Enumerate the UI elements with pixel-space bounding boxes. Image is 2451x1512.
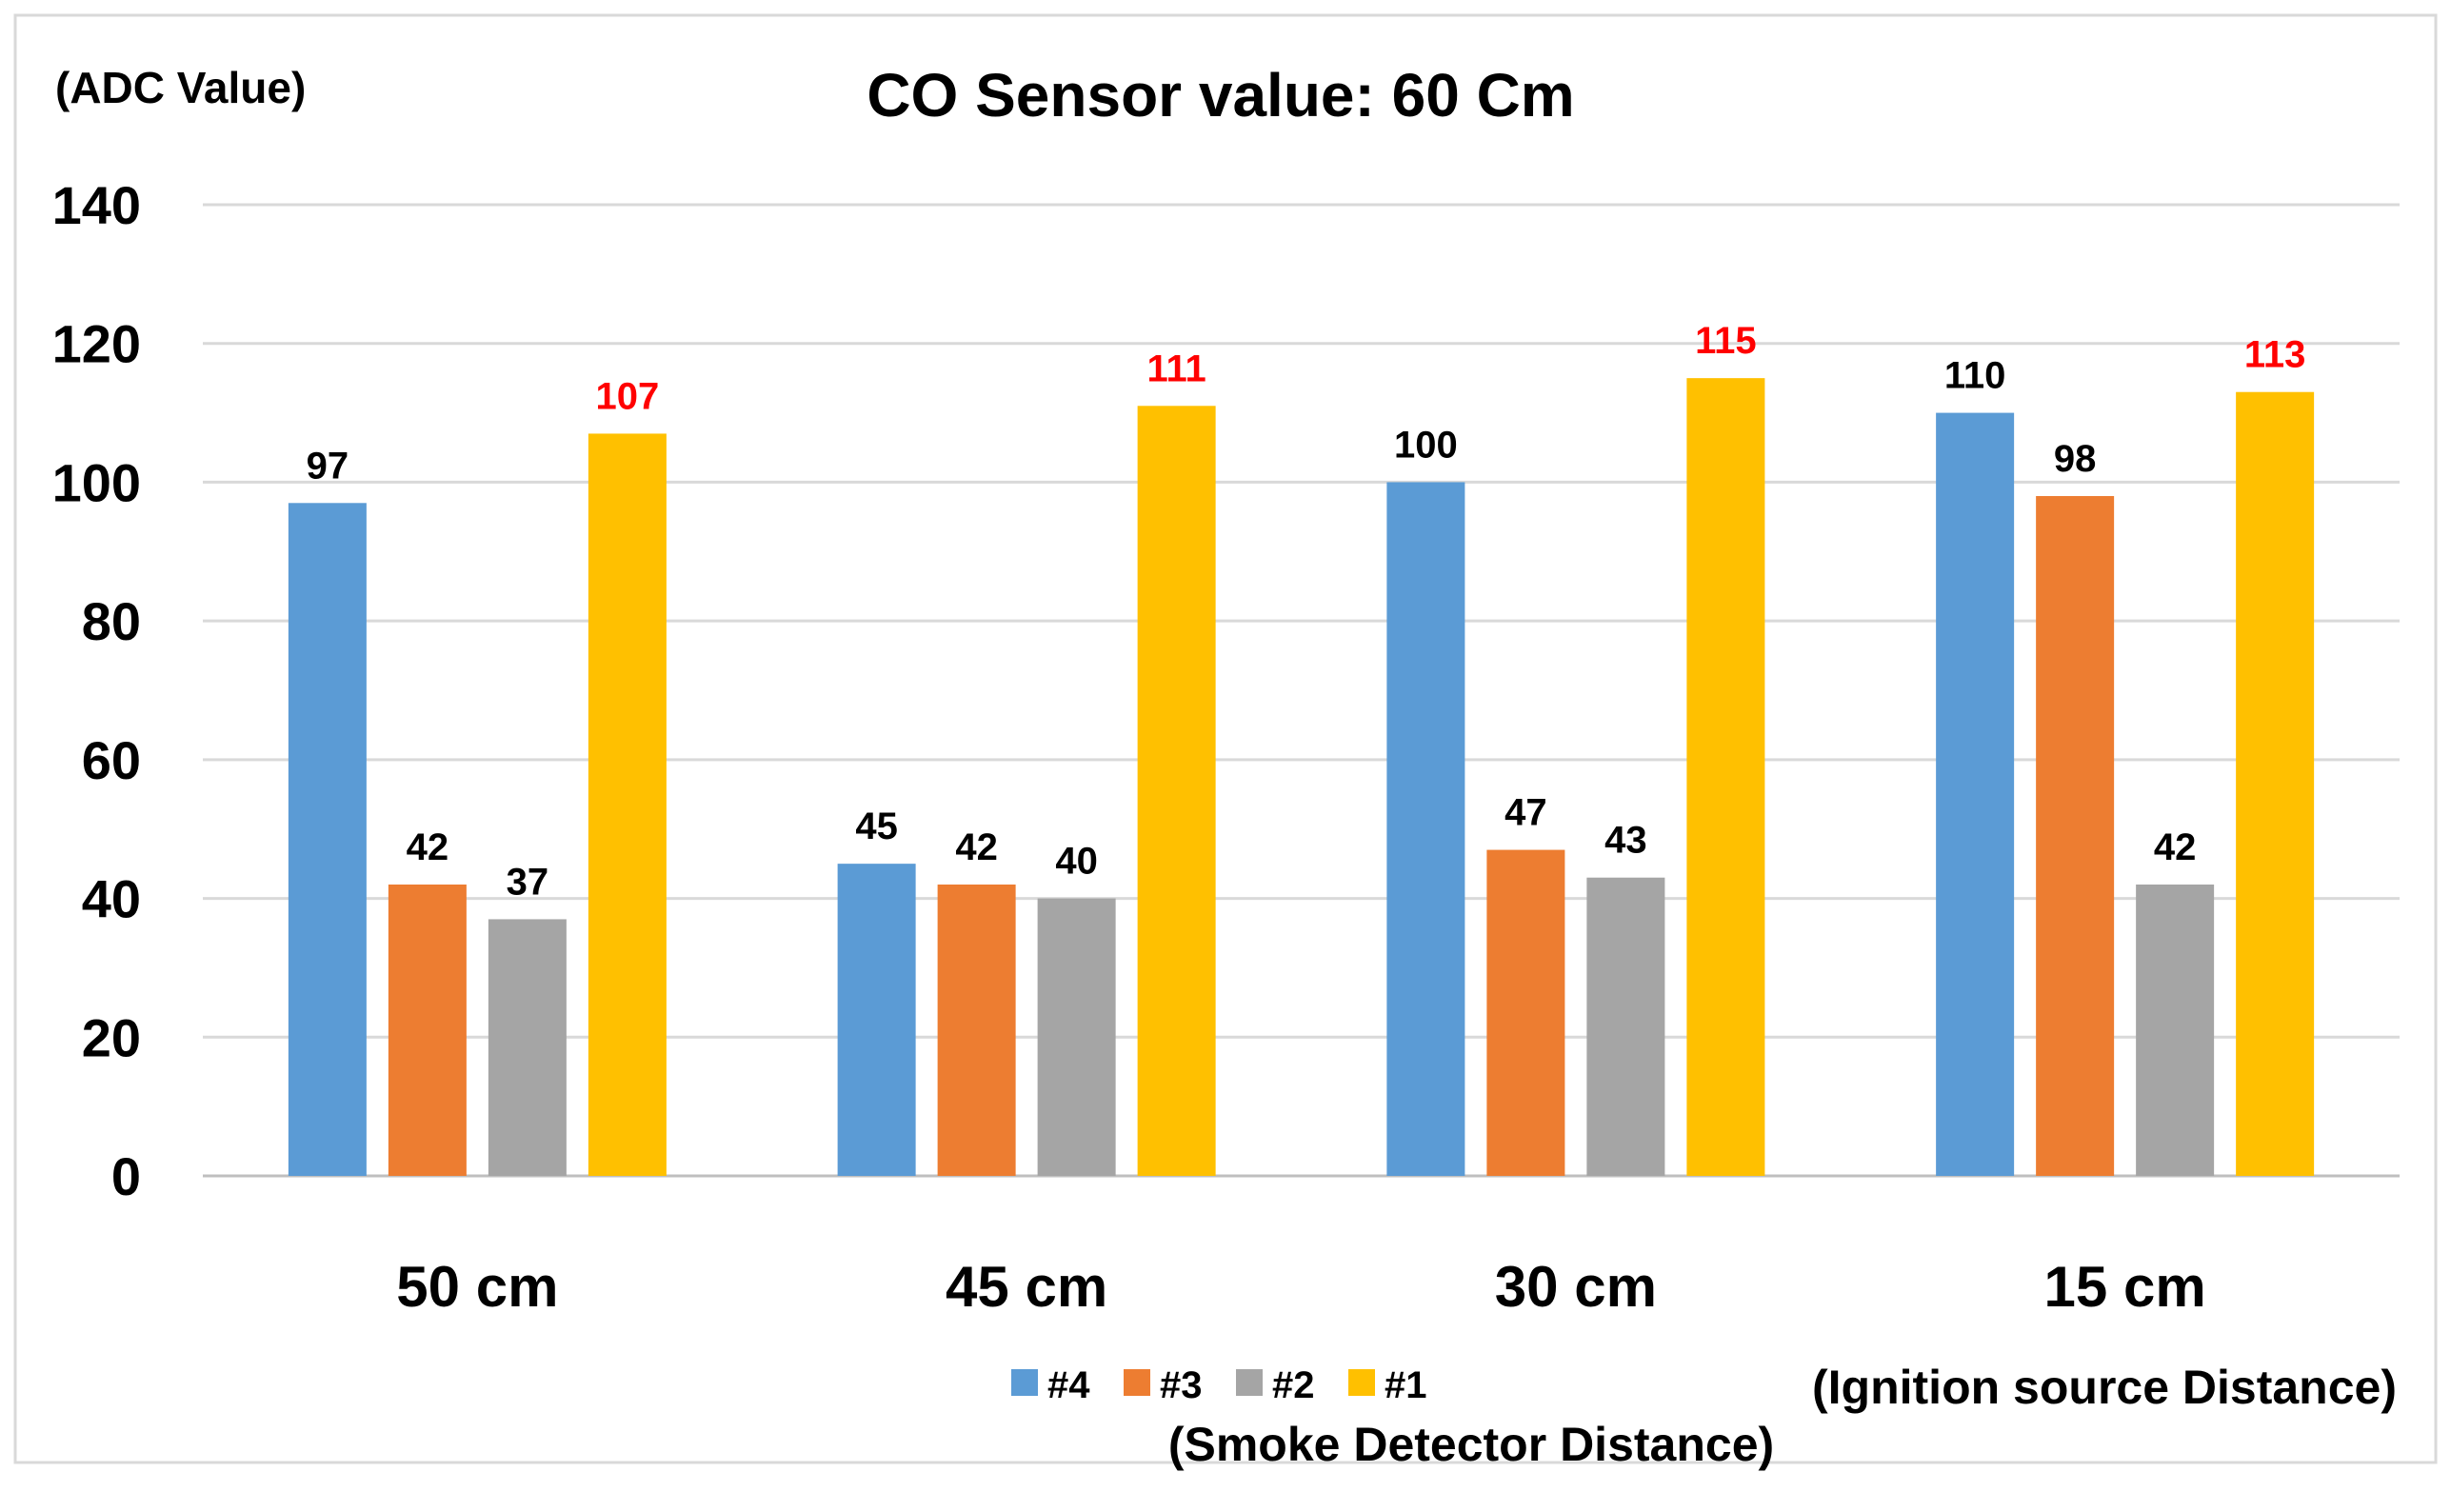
bar-series-1-2 — [1137, 406, 1216, 1176]
bar-series-2-1 — [488, 919, 567, 1176]
bar-series-1-3 — [1686, 378, 1765, 1177]
x-tick-label: 45 cm — [946, 1255, 1107, 1319]
data-label: 42 — [955, 826, 998, 868]
legend-swatch — [1011, 1369, 1038, 1396]
data-label: 100 — [1394, 424, 1458, 466]
y-tick-label: 60 — [82, 730, 141, 790]
x-tick-label: 50 cm — [396, 1255, 558, 1319]
bar-series-1-4 — [2236, 391, 2315, 1176]
bar-series-4-2 — [837, 864, 916, 1176]
data-label: 37 — [507, 861, 549, 903]
data-label: 42 — [407, 826, 449, 868]
legend-label: #2 — [1272, 1364, 1315, 1406]
gridlines — [203, 203, 2400, 1178]
legend-label: #1 — [1385, 1364, 1427, 1406]
bar-series-4-1 — [288, 503, 367, 1176]
data-labels: 97 42 37 107 45 42 40 111 100 47 43 115 110 98 42 113 — [307, 320, 2306, 903]
x-axis-ticks: 50 cm 45 cm 30 cm 15 cm — [396, 1255, 2205, 1319]
y-tick-label: 80 — [82, 591, 141, 651]
y-tick-label: 120 — [52, 314, 141, 374]
legend-swatch — [1236, 1369, 1263, 1396]
legend-swatch — [1124, 1369, 1150, 1396]
bar-series-2-4 — [2136, 885, 2215, 1176]
legend-label: #3 — [1160, 1364, 1203, 1406]
bar-series-2-3 — [1586, 877, 1665, 1176]
data-label: 111 — [1146, 348, 1206, 389]
data-label: 45 — [855, 806, 898, 847]
y-tick-label: 40 — [82, 869, 141, 929]
bar-series-3-3 — [1486, 849, 1565, 1176]
y-tick-label: 0 — [111, 1146, 141, 1206]
data-label: 98 — [2054, 438, 2097, 480]
legend-label: #4 — [1047, 1364, 1090, 1406]
data-label: 42 — [2154, 826, 2197, 868]
data-label: 107 — [596, 375, 660, 417]
x-axis-note: (Ignition source Distance) — [1812, 1361, 2397, 1414]
y-axis-label: (ADC Value) — [55, 63, 306, 112]
data-label: 97 — [307, 445, 349, 487]
y-tick-label: 140 — [52, 175, 141, 235]
y-tick-label: 100 — [52, 452, 141, 512]
y-tick-label: 20 — [82, 1007, 141, 1067]
chart-title: CO Sensor value: 60 Cm — [867, 61, 1574, 129]
bar-series-4-3 — [1386, 482, 1465, 1176]
data-label: 110 — [1944, 355, 2006, 397]
bar-series-2-2 — [1037, 898, 1116, 1176]
bar-series-4-4 — [1936, 412, 2015, 1177]
bar-series-3-1 — [388, 885, 467, 1176]
bar-series-1-1 — [588, 433, 667, 1176]
data-label: 43 — [1604, 820, 1647, 862]
data-label: 115 — [1695, 320, 1757, 362]
y-axis-ticks: 0 20 40 60 80 100 120 140 — [52, 175, 141, 1206]
bars — [288, 378, 2315, 1177]
data-label: 47 — [1504, 792, 1547, 834]
x-tick-label: 30 cm — [1495, 1255, 1657, 1319]
data-label: 40 — [1055, 841, 1098, 883]
legend-swatch — [1348, 1369, 1375, 1396]
bar-series-3-2 — [937, 885, 1016, 1176]
x-axis-label: (Smoke Detector Distance) — [1168, 1418, 1774, 1471]
chart-frame — [13, 13, 2438, 1464]
bar-series-3-4 — [2036, 496, 2115, 1176]
data-label: 113 — [2244, 334, 2306, 376]
x-tick-label: 15 cm — [2044, 1255, 2206, 1319]
legend: #4 #3 #2 #1 — [1011, 1364, 1427, 1406]
